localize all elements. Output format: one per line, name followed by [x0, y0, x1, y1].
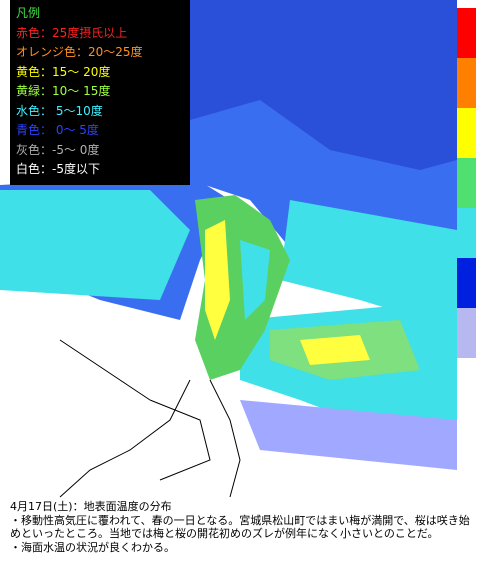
coastline — [59, 379, 191, 498]
caption-title: 4月17日(土)：地表面温度の分布 — [10, 500, 172, 513]
color-bar-gray — [457, 308, 476, 358]
legend: 凡例 赤色：25度摂氏以上 オレンジ色：20～25度 黄色：15～ 20度 黄緑… — [10, 0, 190, 185]
land-cyan — [240, 240, 270, 320]
coastline — [209, 379, 241, 498]
sea-lavender — [240, 400, 457, 470]
caption-note: ・海面水温の状況が良くわかる。 — [10, 540, 175, 554]
land-yellow — [205, 220, 230, 340]
caption: 4月17日(土)：地表面温度の分布 ・移動性高気圧に覆われて、春の一日となる。宮… — [10, 500, 472, 554]
legend-item: 白色：-5度以下 — [16, 162, 100, 176]
legend-item: 赤色：25度摂氏以上 — [16, 25, 128, 40]
legend-item: 灰色：-5～ 0度 — [16, 142, 100, 157]
sea-yellow — [300, 335, 370, 365]
color-bar-blue — [457, 258, 476, 308]
sea-cyan — [280, 200, 457, 330]
caption-note: ・移動性高気圧に覆われて、春の一日となる。宮城県松山町ではまい梅が満開で、桜は咲… — [10, 513, 470, 541]
color-bar-orange — [457, 58, 476, 108]
legend-item: 青色： 0～ 5度 — [16, 123, 99, 137]
prefecture-border — [149, 399, 211, 481]
legend-item: 黄緑：10～ 15度 — [16, 84, 111, 98]
legend-item: 水色： 5～10度 — [16, 103, 103, 118]
color-bar-yellow — [457, 108, 476, 158]
legend-item: オレンジ色：20～25度 — [16, 45, 143, 59]
color-bar-red — [457, 8, 476, 58]
color-bar-cyan — [457, 208, 476, 258]
coastline — [59, 339, 151, 401]
legend-item: 黄色：15～ 20度 — [16, 64, 111, 79]
sea-west-cyan — [0, 190, 190, 300]
legend-title: 凡例 — [16, 6, 41, 20]
color-bar-green — [457, 158, 476, 208]
temperature-map — [0, 0, 476, 498]
